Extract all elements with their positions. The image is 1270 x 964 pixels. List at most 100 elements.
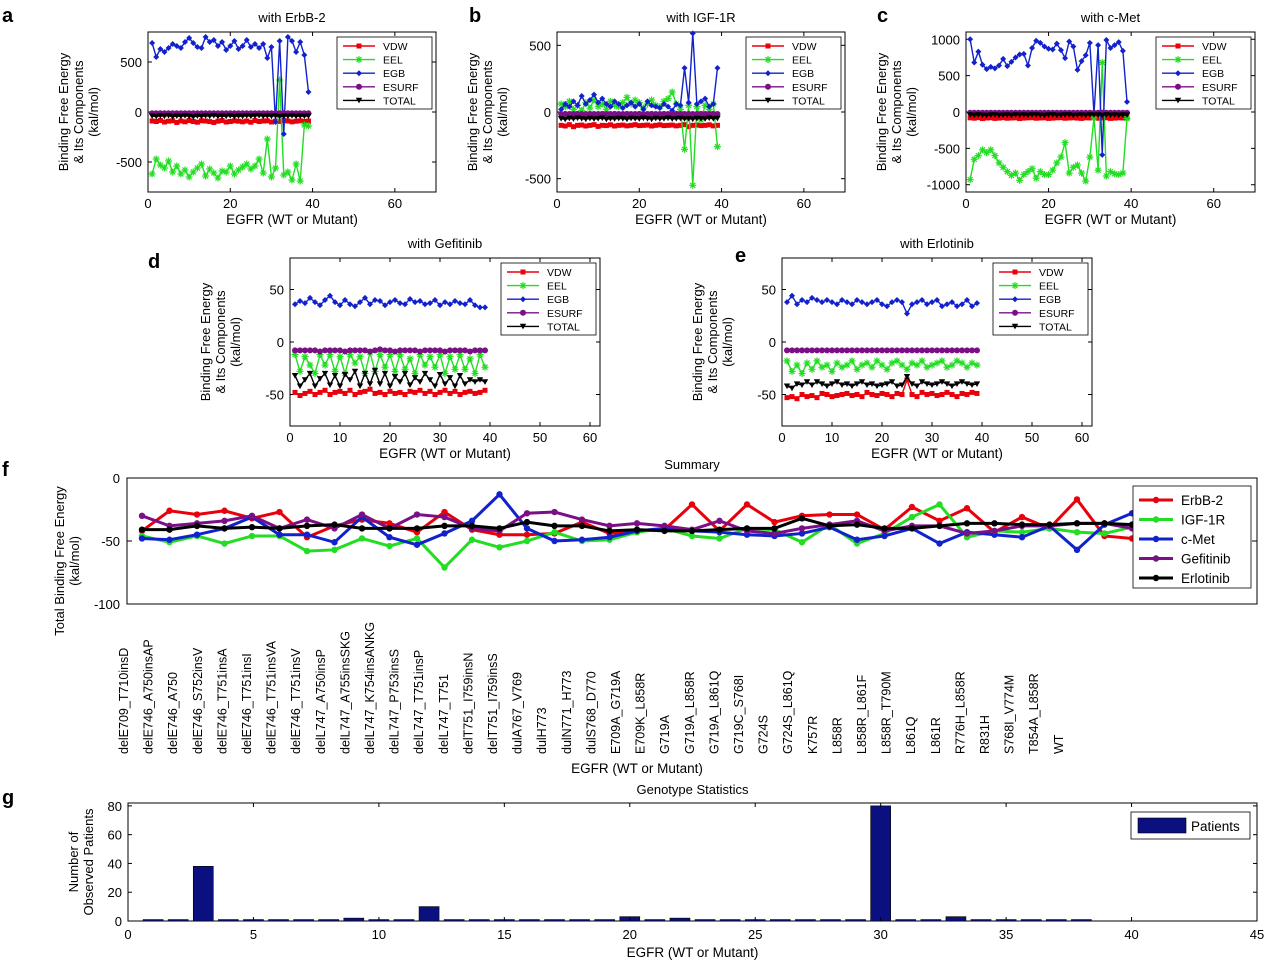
data-point (834, 347, 840, 354)
data-point (991, 65, 998, 72)
data-point (698, 123, 704, 129)
data-point (255, 155, 263, 163)
legend-marker (1011, 323, 1019, 330)
data-point (980, 116, 986, 122)
data-point (889, 299, 895, 306)
data-point (668, 88, 676, 96)
data-point (819, 347, 825, 354)
legend-marker (1012, 296, 1018, 303)
y-tick-label: 50 (762, 283, 776, 298)
legend-marker (355, 97, 363, 104)
data-point (969, 347, 975, 354)
data-point (358, 535, 366, 542)
data-point (382, 347, 388, 354)
data-point (599, 95, 606, 102)
data-point (1070, 112, 1077, 119)
data-point (336, 353, 344, 361)
data-point (293, 49, 300, 55)
data-point (936, 522, 943, 530)
data-point (889, 394, 895, 400)
legend-label: TOTAL (383, 95, 416, 107)
data-point (869, 299, 875, 306)
data-point (616, 122, 622, 128)
legend-label: Erlotinib (1181, 571, 1230, 586)
data-point (362, 294, 368, 301)
data-point (372, 347, 378, 354)
data-point (1008, 112, 1015, 119)
data-point (351, 359, 359, 367)
data-point (496, 525, 503, 532)
data-point (446, 375, 454, 381)
data-point (969, 303, 975, 310)
data-point (441, 370, 449, 377)
y-tick-label: -1000 (927, 178, 960, 193)
data-point (178, 118, 184, 124)
data-point (391, 374, 399, 380)
data-point (367, 348, 373, 355)
data-point (247, 113, 255, 120)
data-point (551, 508, 558, 516)
data-point (312, 392, 318, 397)
data-point (656, 105, 663, 111)
data-point (706, 103, 713, 110)
category-label: delL747_A750insP (314, 649, 328, 754)
data-point (645, 122, 651, 128)
data-point (170, 118, 176, 124)
data-point (611, 98, 618, 105)
bar (142, 919, 164, 922)
x-tick-label: 0 (553, 196, 560, 211)
data-point (824, 297, 830, 303)
data-point (452, 298, 458, 305)
data-point (899, 347, 905, 354)
data-point (878, 382, 886, 389)
y-axis-label: Binding Free Energy (465, 52, 480, 171)
legend-label: Patients (1191, 819, 1240, 834)
data-point (888, 379, 896, 385)
data-point (523, 525, 531, 532)
data-point (248, 532, 256, 540)
legend: ErbB-2 IGF-1R c-Met Gefitinib Erlotinib (1132, 485, 1252, 589)
panel-d: 0 10 20 30 40 50 60 -50 0 50 with Gefitinib d EGFR (… (148, 236, 601, 461)
data-point (640, 111, 647, 117)
data-point (959, 390, 965, 396)
data-point (562, 116, 569, 123)
data-point (366, 381, 374, 387)
data-point (903, 365, 911, 373)
category-label: delT751_I759insN (461, 653, 475, 754)
legend-marker (1011, 282, 1019, 290)
data-point (809, 294, 815, 301)
category-label: E709K_L858R (634, 673, 648, 754)
data-point (306, 370, 314, 377)
legend-label: EEL (547, 281, 567, 293)
data-point (909, 301, 915, 308)
series-total (148, 113, 312, 120)
bar (393, 919, 415, 922)
data-point (472, 302, 478, 309)
data-point (689, 30, 696, 37)
data-point (743, 525, 751, 532)
data-point (1053, 159, 1061, 167)
data-point (686, 124, 692, 130)
data-point (899, 392, 905, 397)
y-tick-label: -50 (101, 534, 120, 549)
data-point (358, 511, 366, 518)
data-point (331, 373, 339, 379)
data-point (644, 98, 651, 105)
data-point (959, 347, 965, 354)
y-axis-label: & Its Components (705, 290, 720, 394)
data-point (798, 525, 806, 532)
legend-marker (1152, 496, 1160, 504)
data-point (954, 347, 960, 354)
legend-marker (765, 83, 771, 90)
data-point (681, 145, 689, 153)
data-point (284, 34, 291, 40)
data-point (1099, 151, 1106, 158)
data-point (1028, 165, 1036, 173)
data-point (285, 118, 291, 124)
data-point (819, 299, 825, 306)
data-point (432, 392, 438, 397)
x-tick-label: 50 (1025, 430, 1039, 445)
legend-label: EEL (383, 55, 403, 67)
